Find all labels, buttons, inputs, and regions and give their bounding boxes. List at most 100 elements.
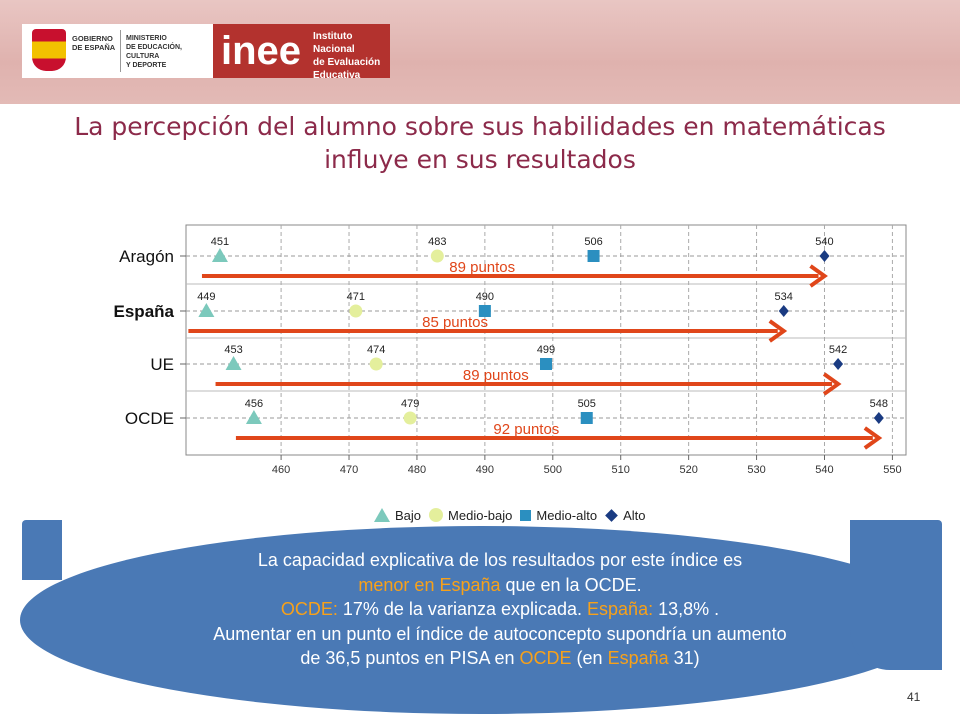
- x-tick-label: 490: [476, 464, 494, 476]
- data-point-alto: [873, 412, 884, 424]
- data-point-medio-alto: [478, 305, 491, 317]
- x-tick-label: 480: [408, 464, 426, 476]
- highlight-text: OCDE:: [280, 599, 338, 619]
- title-line-2: influye en sus resultados: [324, 145, 636, 174]
- caption-bubble-corner: [22, 520, 62, 580]
- data-label: 542: [829, 344, 847, 356]
- x-tick-label: 520: [679, 464, 697, 476]
- caption-line-5: de 36,5 puntos en PISA en OCDE (en Españ…: [100, 646, 900, 671]
- category-label: UE: [150, 355, 174, 374]
- circle-icon: [429, 508, 444, 522]
- caption-text-span: de 36,5 puntos en PISA en: [300, 648, 520, 668]
- dot-plot-chart: 460 470 480 490 500 510 520 530 540 550 Aragón Espa…: [114, 224, 907, 476]
- data-label: 456: [245, 398, 263, 410]
- category-label: OCDE: [125, 409, 174, 428]
- legend-item-bajo: Bajo: [374, 508, 421, 523]
- data-point-medio-alto: [540, 358, 552, 370]
- slide-title: La percepción del alumno sobre sus habil…: [0, 110, 960, 176]
- legend-label: Medio-bajo: [448, 507, 513, 523]
- data-label: 490: [476, 291, 494, 303]
- data-point-bajo: [211, 248, 228, 262]
- caption-line-3: OCDE: 17% de la varianza explicada. Espa…: [100, 597, 900, 622]
- data-point-bajo: [245, 410, 262, 424]
- x-tick-label: 470: [340, 464, 358, 476]
- caption-line-2: menor en España que en la OCDE.: [100, 573, 900, 598]
- data-point-alto: [819, 250, 830, 262]
- arrow-label: 85 puntos: [422, 314, 488, 331]
- highlight-text: menor en España: [358, 574, 501, 595]
- ministry-text: MINISTERIO DE EDUCACIÓN, CULTURA Y DEPOR…: [126, 35, 183, 69]
- plot-frame: [185, 224, 907, 456]
- data-point-medio-alto: [580, 412, 593, 424]
- caption-line-4: Aumentar en un punto el índice de autoco…: [213, 623, 787, 644]
- data-point-medio-bajo: [430, 249, 444, 263]
- data-label: 449: [197, 291, 215, 303]
- caption-text: La capacidad explicativa de los resultad…: [100, 548, 900, 671]
- data-label: 506: [584, 236, 602, 248]
- arrow-label: 89 puntos: [449, 259, 515, 276]
- arrow-head: [863, 426, 883, 450]
- data-label: 534: [775, 291, 793, 303]
- data-label: 499: [537, 344, 555, 356]
- caption-text-span: 17% de la varianza explicada.: [337, 599, 588, 619]
- x-tick-label: 460: [272, 464, 290, 476]
- caption-text-span: 31): [668, 648, 700, 668]
- legend-label: Alto: [623, 507, 646, 523]
- arrow-head: [809, 264, 828, 288]
- triangle-icon: [374, 508, 390, 522]
- data-label: 548: [870, 398, 888, 410]
- data-label: 479: [401, 398, 419, 410]
- caption-text-span: 13,8% .: [653, 599, 720, 619]
- legend-label: Medio-alto: [536, 507, 598, 523]
- x-tick-label: 510: [612, 464, 630, 476]
- data-label: 453: [224, 344, 242, 356]
- legend-item-medio-bajo: Medio-bajo: [429, 508, 512, 523]
- diamond-icon: [605, 508, 618, 522]
- data-point-bajo: [225, 356, 242, 370]
- x-tick-label: 500: [544, 464, 562, 476]
- page-number: 41: [907, 690, 921, 704]
- legend-item-alto: Alto: [605, 508, 645, 523]
- data-point-medio-bajo: [403, 411, 417, 425]
- coat-of-arms-icon: [32, 29, 66, 71]
- logo-panel: GOBIERNO DE ESPAÑA MINISTERIO DE EDUCACI…: [22, 24, 390, 81]
- caption-text-span: (en: [571, 648, 608, 668]
- arrow-label: 92 puntos: [493, 421, 559, 438]
- data-label: 483: [428, 236, 446, 248]
- data-point-alto: [833, 358, 844, 370]
- x-tick-label: 530: [747, 464, 765, 476]
- highlight-text: España:: [587, 599, 654, 619]
- arrow-head: [822, 372, 842, 396]
- category-label: España: [114, 302, 175, 321]
- data-label: 471: [347, 291, 365, 303]
- header-banner: GOBIERNO DE ESPAÑA MINISTERIO DE EDUCACI…: [0, 0, 960, 104]
- title-line-1: La percepción del alumno sobre sus habil…: [74, 112, 886, 141]
- data-point-medio-alto: [587, 250, 600, 262]
- inee-wordmark: inee: [221, 29, 302, 73]
- category-label: Aragón: [119, 247, 174, 266]
- legend-label: Bajo: [395, 507, 422, 523]
- caption-bubble-tail: [850, 520, 942, 670]
- data-label: 451: [211, 236, 229, 248]
- x-tick-label: 550: [883, 464, 901, 476]
- data-label: 505: [578, 398, 596, 410]
- data-point-medio-bajo: [369, 357, 383, 371]
- data-label: 474: [367, 344, 385, 356]
- gobierno-text: GOBIERNO DE ESPAÑA: [72, 34, 116, 52]
- data-point-medio-bajo: [349, 304, 363, 318]
- caption-text-span: que en la OCDE.: [500, 574, 642, 595]
- caption-line-1: La capacidad explicativa de los resultad…: [257, 550, 743, 570]
- highlight-text: España: [607, 648, 669, 668]
- highlight-text: OCDE: [519, 648, 572, 668]
- inee-name: Instituto Nacional de Evaluación Educati…: [313, 31, 381, 81]
- square-icon: [520, 509, 532, 521]
- inee-logo: inee Instituto Nacional de Evaluación Ed…: [213, 24, 390, 81]
- arrow-label: 89 puntos: [463, 367, 529, 384]
- arrow-head: [768, 319, 788, 343]
- data-point-alto: [778, 305, 789, 317]
- x-tick-label: 540: [815, 464, 833, 476]
- logo-divider: [120, 30, 121, 72]
- data-point-bajo: [198, 303, 215, 317]
- legend-item-medio-alto: Medio-alto: [520, 508, 597, 523]
- data-label: 540: [815, 236, 833, 248]
